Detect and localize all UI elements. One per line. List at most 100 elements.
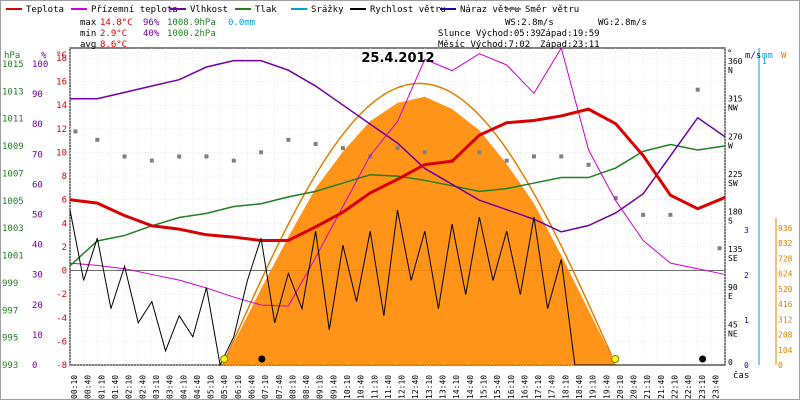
w-tick-label: 936 xyxy=(778,224,793,233)
time-tick-label: 09:40 xyxy=(329,375,338,399)
dir-tick-name: S xyxy=(728,217,733,226)
wind-dir-mark xyxy=(73,129,78,134)
dir-tick-name: NW xyxy=(728,104,738,113)
stats-moon-rise: Měsíc Východ:7:02 xyxy=(438,40,530,50)
deg-tick-label: 16 xyxy=(56,78,67,88)
solar-area xyxy=(222,96,616,366)
dir-tick-label: 90 xyxy=(728,283,738,292)
wind-dir-mark xyxy=(95,137,100,142)
dir-tick-name: N xyxy=(728,66,733,75)
wind-dir-mark xyxy=(286,137,291,142)
wind-dir-mark xyxy=(149,158,154,163)
axis-mm-label: mm xyxy=(762,51,773,61)
time-tick-label: 00:10 xyxy=(70,375,79,399)
w-tick-label: 0 xyxy=(778,361,783,370)
legend-vlhkost: Vlhkost xyxy=(190,5,228,15)
humidity-line xyxy=(70,59,726,233)
time-tick-label: 05:40 xyxy=(220,375,229,399)
time-tick-label: 06:10 xyxy=(234,375,243,399)
stats-block: max 14.8°C 96% 1008.9hPa 0.0mm min 2.9°C… xyxy=(80,18,647,50)
time-tick-label: 03:10 xyxy=(152,375,161,399)
pct-tick-label: 60 xyxy=(32,180,43,190)
wind-dir-mark xyxy=(231,158,236,163)
time-tick-label: 15:10 xyxy=(479,375,488,399)
dir-tick-label: 0 xyxy=(728,358,733,367)
dir-tick-name: SE xyxy=(728,254,738,263)
time-tick-label: 07:40 xyxy=(275,375,284,399)
dir-tick-name: W xyxy=(728,141,733,150)
pct-tick-label: 70 xyxy=(32,150,43,160)
time-tick-label: 05:10 xyxy=(207,375,216,399)
time-tick-label: 18:10 xyxy=(561,375,570,399)
time-tick-label: 13:10 xyxy=(425,375,434,399)
deg-tick-label: -6 xyxy=(56,337,67,347)
stats-sun-rise: Slunce Východ:05:39 xyxy=(438,29,541,39)
legend-srazky: Srážky xyxy=(311,5,344,15)
stats-max-press: 1008.9hPa xyxy=(167,18,216,28)
deg-tick-label: 8 xyxy=(62,172,67,182)
wind-dir-mark xyxy=(641,212,646,217)
wind-dir-mark xyxy=(340,146,345,151)
stats-avg-label: avg xyxy=(80,40,96,50)
hpa-tick-label: 999 xyxy=(2,279,18,289)
dir-tick-name: NE xyxy=(728,329,738,338)
sunset-icon xyxy=(611,355,620,363)
stats-avg-temp: 8.6°C xyxy=(100,40,127,50)
w-tick-label: 104 xyxy=(778,346,793,355)
ms-tick-label: 0 xyxy=(744,361,749,370)
pct-tick-label: 100 xyxy=(32,60,48,70)
time-tick-label: 00:40 xyxy=(84,375,93,399)
wind-dir-mark xyxy=(313,141,318,146)
deg-tick-label: 14 xyxy=(56,101,67,111)
pct-tick-label: 0 xyxy=(32,361,37,371)
deg-tick-label: 6 xyxy=(62,196,67,206)
time-tick-label: 12:40 xyxy=(411,375,420,399)
pressure-line xyxy=(69,143,726,267)
dir-tick-name: E xyxy=(728,292,733,301)
dir-tick-label: 315 xyxy=(728,95,743,104)
deg-tick-label: 12 xyxy=(56,125,67,135)
stats-wg: WG:2.8m/s xyxy=(598,18,647,28)
stats-ws: WS:2.8m/s xyxy=(505,18,554,28)
deg-tick-label: -2 xyxy=(56,290,67,300)
wind-speed-line xyxy=(69,209,725,367)
deg-tick-label: 18 xyxy=(56,54,67,64)
stats-max-temp: 14.8°C xyxy=(100,18,133,28)
wind-dir-mark xyxy=(477,150,482,155)
hpa-tick-label: 997 xyxy=(2,306,18,316)
time-tick-label: 17:10 xyxy=(534,375,543,399)
axis-ms-label: m/s xyxy=(745,51,761,61)
time-tick-label: 03:40 xyxy=(166,375,175,399)
time-tick-label: 04:10 xyxy=(179,375,188,399)
hpa-tick-label: 993 xyxy=(2,361,18,371)
time-tick-label: 07:10 xyxy=(261,375,270,399)
hpa-tick-label: 1009 xyxy=(2,142,24,152)
time-tick-label: 23:40 xyxy=(711,375,720,399)
dir-tick-label: 180 xyxy=(728,208,743,217)
deg-tick-label: 4 xyxy=(62,219,67,229)
pct-tick-label: 20 xyxy=(32,301,43,311)
deg-tick-label: 2 xyxy=(62,243,67,253)
dir-tick-label: 225 xyxy=(728,170,743,179)
sun-curve xyxy=(222,82,613,366)
axis-dir-label: ° xyxy=(727,49,732,59)
time-tick-label: 12:10 xyxy=(398,375,407,399)
time-tick-label: 21:40 xyxy=(657,375,666,399)
dir-tick-label: 270 xyxy=(728,132,743,141)
time-tick-label: 06:40 xyxy=(247,375,256,399)
deg-tick-label: -4 xyxy=(56,314,67,324)
wind-dir-mark xyxy=(504,158,509,163)
axis-hpa-label: hPa xyxy=(4,51,20,61)
time-tick-label: 01:40 xyxy=(111,375,120,399)
legend: Teplota Přízemní teplota Vlhkost Tlak Sr… xyxy=(6,5,579,15)
chart-title: 25.4.2012 xyxy=(361,51,434,66)
time-tick-label: 22:40 xyxy=(684,375,693,399)
wind-dir-mark xyxy=(422,150,427,155)
ms-tick-label: 2 xyxy=(744,271,749,280)
pct-tick-label: 50 xyxy=(32,211,43,221)
time-tick-label: 08:40 xyxy=(302,375,311,399)
wind-dir-mark xyxy=(395,146,400,151)
hpa-tick-label: 1015 xyxy=(2,60,24,70)
wind-dir-mark xyxy=(259,150,264,155)
hpa-tick-label: 1001 xyxy=(2,252,24,262)
